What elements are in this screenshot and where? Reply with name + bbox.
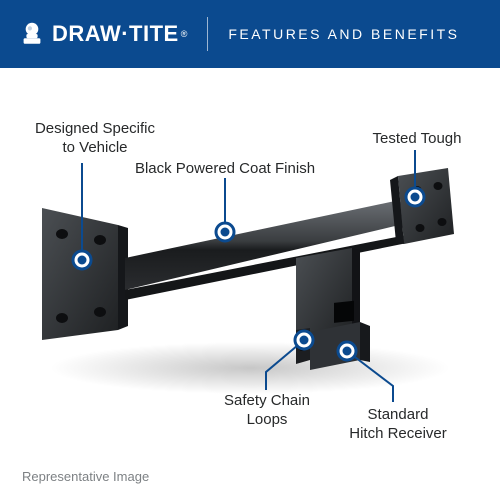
callout-designed: Designed Specificto Vehicle — [20, 120, 170, 158]
callout-marker-designed — [73, 251, 91, 269]
brand-text: DRAW·TITE — [52, 21, 179, 47]
callout-chain: Safety ChainLoops — [212, 392, 322, 430]
brand-logo: DRAW·TITE ® — [18, 20, 187, 48]
callout-marker-tested — [406, 188, 424, 206]
registered-mark: ® — [181, 29, 188, 39]
callout-receiver: StandardHitch Receiver — [338, 406, 458, 444]
callout-marker-chain — [295, 331, 313, 349]
header-divider — [207, 17, 208, 51]
footer-note: Representative Image — [22, 469, 149, 484]
callout-tested: Tested Tough — [352, 130, 482, 149]
callout-finish: Black Powered Coat Finish — [115, 160, 335, 179]
infographic-root: DRAW·TITE ® FEATURES AND BENEFITS — [0, 0, 500, 500]
product-stage: Designed Specificto Vehicle Black Powere… — [0, 68, 500, 500]
callout-marker-receiver — [338, 342, 356, 360]
header-tagline: FEATURES AND BENEFITS — [228, 26, 459, 42]
hitch-ball-icon — [18, 20, 46, 48]
callout-marker-finish — [216, 223, 234, 241]
header-bar: DRAW·TITE ® FEATURES AND BENEFITS — [0, 0, 500, 68]
